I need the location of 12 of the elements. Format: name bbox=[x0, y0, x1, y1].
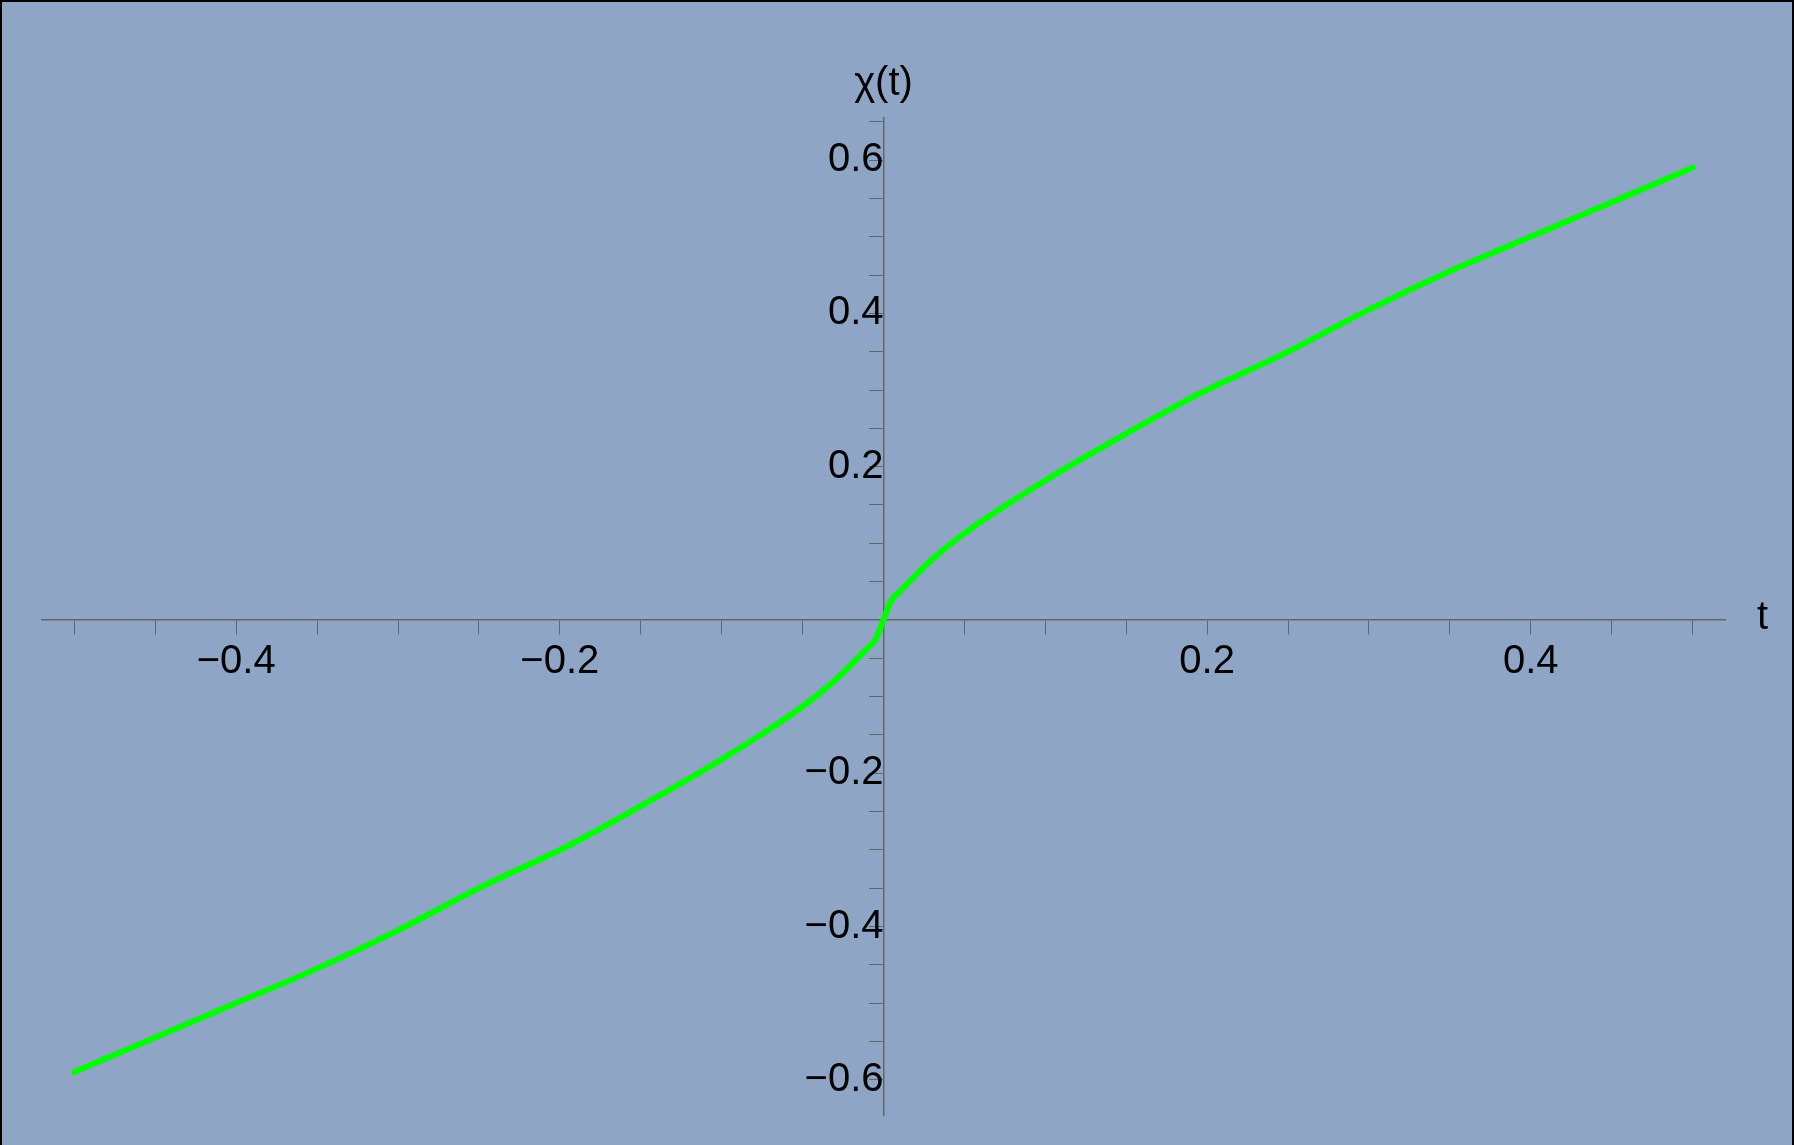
y-tick-label: −0.4 bbox=[804, 901, 884, 946]
y-tick-label: 0.6 bbox=[827, 135, 884, 180]
y-tick-label: −0.2 bbox=[804, 748, 884, 793]
x-tick-label: −0.2 bbox=[520, 636, 600, 681]
x-tick-label: 0.4 bbox=[1503, 636, 1559, 681]
y-axis-title: χ(t) bbox=[854, 59, 913, 104]
y-tick-label: 0.4 bbox=[827, 288, 884, 333]
x-axis-title: t bbox=[1757, 592, 1769, 637]
y-tick-label: 0.2 bbox=[827, 441, 884, 486]
x-tick-label: 0.2 bbox=[1179, 636, 1235, 681]
x-tick-label: −0.4 bbox=[196, 636, 276, 681]
y-tick-label: −0.6 bbox=[804, 1054, 884, 1099]
